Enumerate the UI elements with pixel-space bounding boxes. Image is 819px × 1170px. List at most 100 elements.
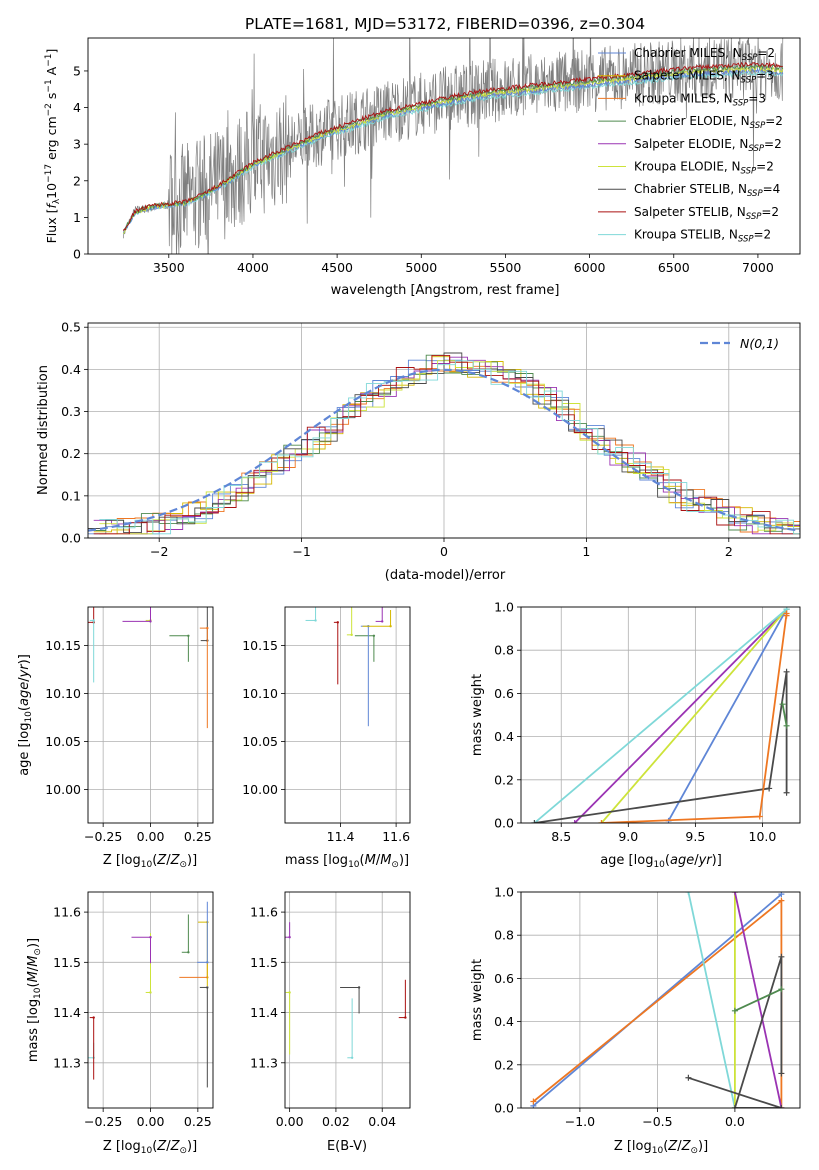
x-tick-label: 5000 bbox=[405, 260, 437, 275]
x-tick-label: 0.02 bbox=[322, 1114, 350, 1129]
y-tick-label: 11.4 bbox=[250, 1005, 278, 1020]
data-point bbox=[381, 620, 384, 623]
y-tick-label: 11.6 bbox=[250, 905, 278, 920]
legend-value: =2 bbox=[761, 205, 779, 219]
y-tick-label: 0.3 bbox=[61, 404, 81, 419]
x-tick-label: 0 bbox=[440, 544, 448, 559]
y-tick-label: 11.3 bbox=[53, 1055, 81, 1070]
x-tick-label: 9.0 bbox=[618, 829, 638, 844]
legend-label: Salpeter MILES, NSSP=3 bbox=[634, 69, 774, 86]
mass-weight-line bbox=[781, 704, 788, 726]
mass-weight-marker bbox=[778, 897, 785, 904]
y-tick-label: 0.0 bbox=[494, 1101, 514, 1116]
x-tick-label: 3500 bbox=[153, 260, 185, 275]
y-tick-label: 1.0 bbox=[494, 885, 514, 900]
data-point bbox=[350, 633, 353, 637]
legend-subscript: SSP bbox=[746, 212, 762, 222]
mass-vs-z-marks bbox=[88, 901, 209, 1088]
data-point bbox=[92, 1016, 95, 1019]
x-tick-label: 4000 bbox=[237, 260, 269, 275]
y-tick-label: 0.5 bbox=[61, 320, 81, 335]
mass-weight-line bbox=[688, 956, 783, 1108]
mass-weight-marker bbox=[778, 1070, 785, 1077]
y-tick-label: 0.2 bbox=[494, 1057, 514, 1072]
x-tick-label: −1 bbox=[292, 544, 310, 559]
mass-weight-marker bbox=[778, 1105, 785, 1108]
age-vs-z-xlabel: Z [log10(Z/Z⊙)] bbox=[103, 853, 197, 870]
legend-value: =2 bbox=[764, 137, 782, 151]
spectrum-panel: 3500 4000 4500 5000 5500 6000 6500 7000 0 1 2 3 4 5 Ch… bbox=[44, 37, 801, 298]
legend-value: =2 bbox=[756, 160, 774, 174]
residuals-frame bbox=[87, 322, 801, 539]
y-tick-label: 3 bbox=[73, 137, 81, 152]
x-tick-label: 1 bbox=[582, 544, 590, 559]
legend-label: Kroupa ELODIE, NSSP=2 bbox=[634, 160, 774, 177]
mass-weight-marker bbox=[530, 1098, 537, 1105]
mass-weight-vs-age-panel: 8.5 9.0 9.5 10.0 0.0 0.2 0.4 0.6 0.8 1.0 age [log… bbox=[470, 600, 801, 870]
mass-weight-line bbox=[600, 608, 788, 823]
y-tick-label: 0.4 bbox=[61, 362, 81, 377]
mass-weight-marker bbox=[783, 789, 790, 796]
x-tick-label: 0.00 bbox=[137, 829, 165, 844]
data-point bbox=[187, 951, 190, 954]
legend-subscript: SSP bbox=[748, 144, 764, 154]
y-tick-label: 11.3 bbox=[250, 1055, 278, 1070]
mass-weight-marker bbox=[571, 820, 578, 823]
x-tick-label: 0.04 bbox=[368, 1114, 396, 1129]
y-tick-label: 0.6 bbox=[494, 971, 514, 986]
mass-weight-marker bbox=[783, 722, 790, 729]
mass-weight-marker bbox=[778, 953, 785, 960]
legend-subscript: SSP bbox=[741, 76, 757, 86]
residuals-ylabel: Normed distribution bbox=[36, 365, 51, 495]
mass-vs-z-xlabel: Z [log10(Z/Z⊙)] bbox=[103, 1139, 197, 1156]
data-point bbox=[288, 991, 291, 994]
data-point bbox=[314, 619, 317, 622]
data-point bbox=[187, 634, 190, 637]
data-point bbox=[206, 986, 209, 989]
x-tick-label: 0.0 bbox=[725, 1114, 745, 1129]
y-tick-label: 10.15 bbox=[242, 638, 278, 653]
age-vs-mass-frame bbox=[284, 606, 411, 824]
figure-title: PLATE=1681, MJD=53172, FIBERID=0396, z=0… bbox=[245, 15, 645, 33]
x-tick-label: 0.25 bbox=[184, 829, 212, 844]
data-point bbox=[206, 626, 209, 630]
mass-weight-marker bbox=[685, 892, 692, 895]
legend-label: N(0,1) bbox=[740, 336, 779, 351]
mass-vs-z-ylabel: mass [log10(M/M⊙)] bbox=[26, 938, 43, 1062]
mass-weight-vs-age-ylabel: mass weight bbox=[470, 674, 485, 756]
y-tick-label: 0.4 bbox=[494, 729, 514, 744]
mass-weight-line bbox=[533, 608, 788, 823]
age-vs-mass-xlabel: mass [log10(M/M⊙)] bbox=[285, 853, 409, 870]
mass-weight-vs-age-xlabel: age [log10(age/yr)] bbox=[600, 853, 722, 870]
legend-subscript: SSP bbox=[738, 235, 754, 245]
mass-weight-marker bbox=[766, 785, 773, 792]
mass-weight-vs-z-ylabel: mass weight bbox=[470, 959, 485, 1041]
mass-weight-marker bbox=[779, 701, 786, 708]
x-tick-label: −0.25 bbox=[84, 829, 122, 844]
x-tick-label: −0.25 bbox=[84, 1114, 122, 1129]
mass-weight-vs-z-xlabel: Z [log10(Z/Z⊙)] bbox=[614, 1139, 708, 1156]
data-point bbox=[206, 961, 209, 964]
age-vs-mass-marks bbox=[305, 607, 392, 727]
normal-distribution-curve bbox=[88, 368, 800, 532]
data-point bbox=[149, 620, 152, 623]
age-vs-mass-panel: 11.4 11.6 10.00 10.05 10.10 10.15 mass [log10… bbox=[242, 606, 411, 870]
mass-weight-marker bbox=[778, 986, 785, 993]
model-spectrum-line bbox=[123, 63, 784, 231]
x-tick-label: 6500 bbox=[658, 260, 690, 275]
age-vs-z-panel: −0.25 0.00 0.25 10.00 10.05 10.10 10.15 Z [log… bbox=[17, 606, 214, 870]
x-tick-label: 7000 bbox=[742, 260, 774, 275]
mass-weight-line bbox=[687, 892, 736, 1108]
legend-value: =3 bbox=[748, 91, 766, 105]
data-point bbox=[149, 991, 152, 994]
model-spectrum-line bbox=[122, 70, 784, 235]
mass-weight-vs-z-panel: −1.0 −0.5 0.0 0.0 0.2 0.4 0.6 0.8 1.0 Z [log10(Z… bbox=[470, 885, 801, 1156]
y-tick-label: 5 bbox=[73, 63, 81, 78]
mass-weight-line bbox=[534, 671, 788, 823]
y-tick-label: 10.05 bbox=[242, 734, 278, 749]
x-tick-label: −0.5 bbox=[642, 1114, 672, 1129]
x-tick-label: −1.0 bbox=[565, 1114, 595, 1129]
spectrum-marks bbox=[122, 38, 784, 254]
